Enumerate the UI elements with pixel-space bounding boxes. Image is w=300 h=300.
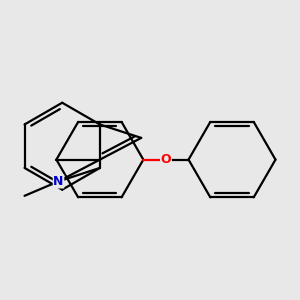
Text: N: N [53,175,64,188]
Text: O: O [160,153,171,166]
